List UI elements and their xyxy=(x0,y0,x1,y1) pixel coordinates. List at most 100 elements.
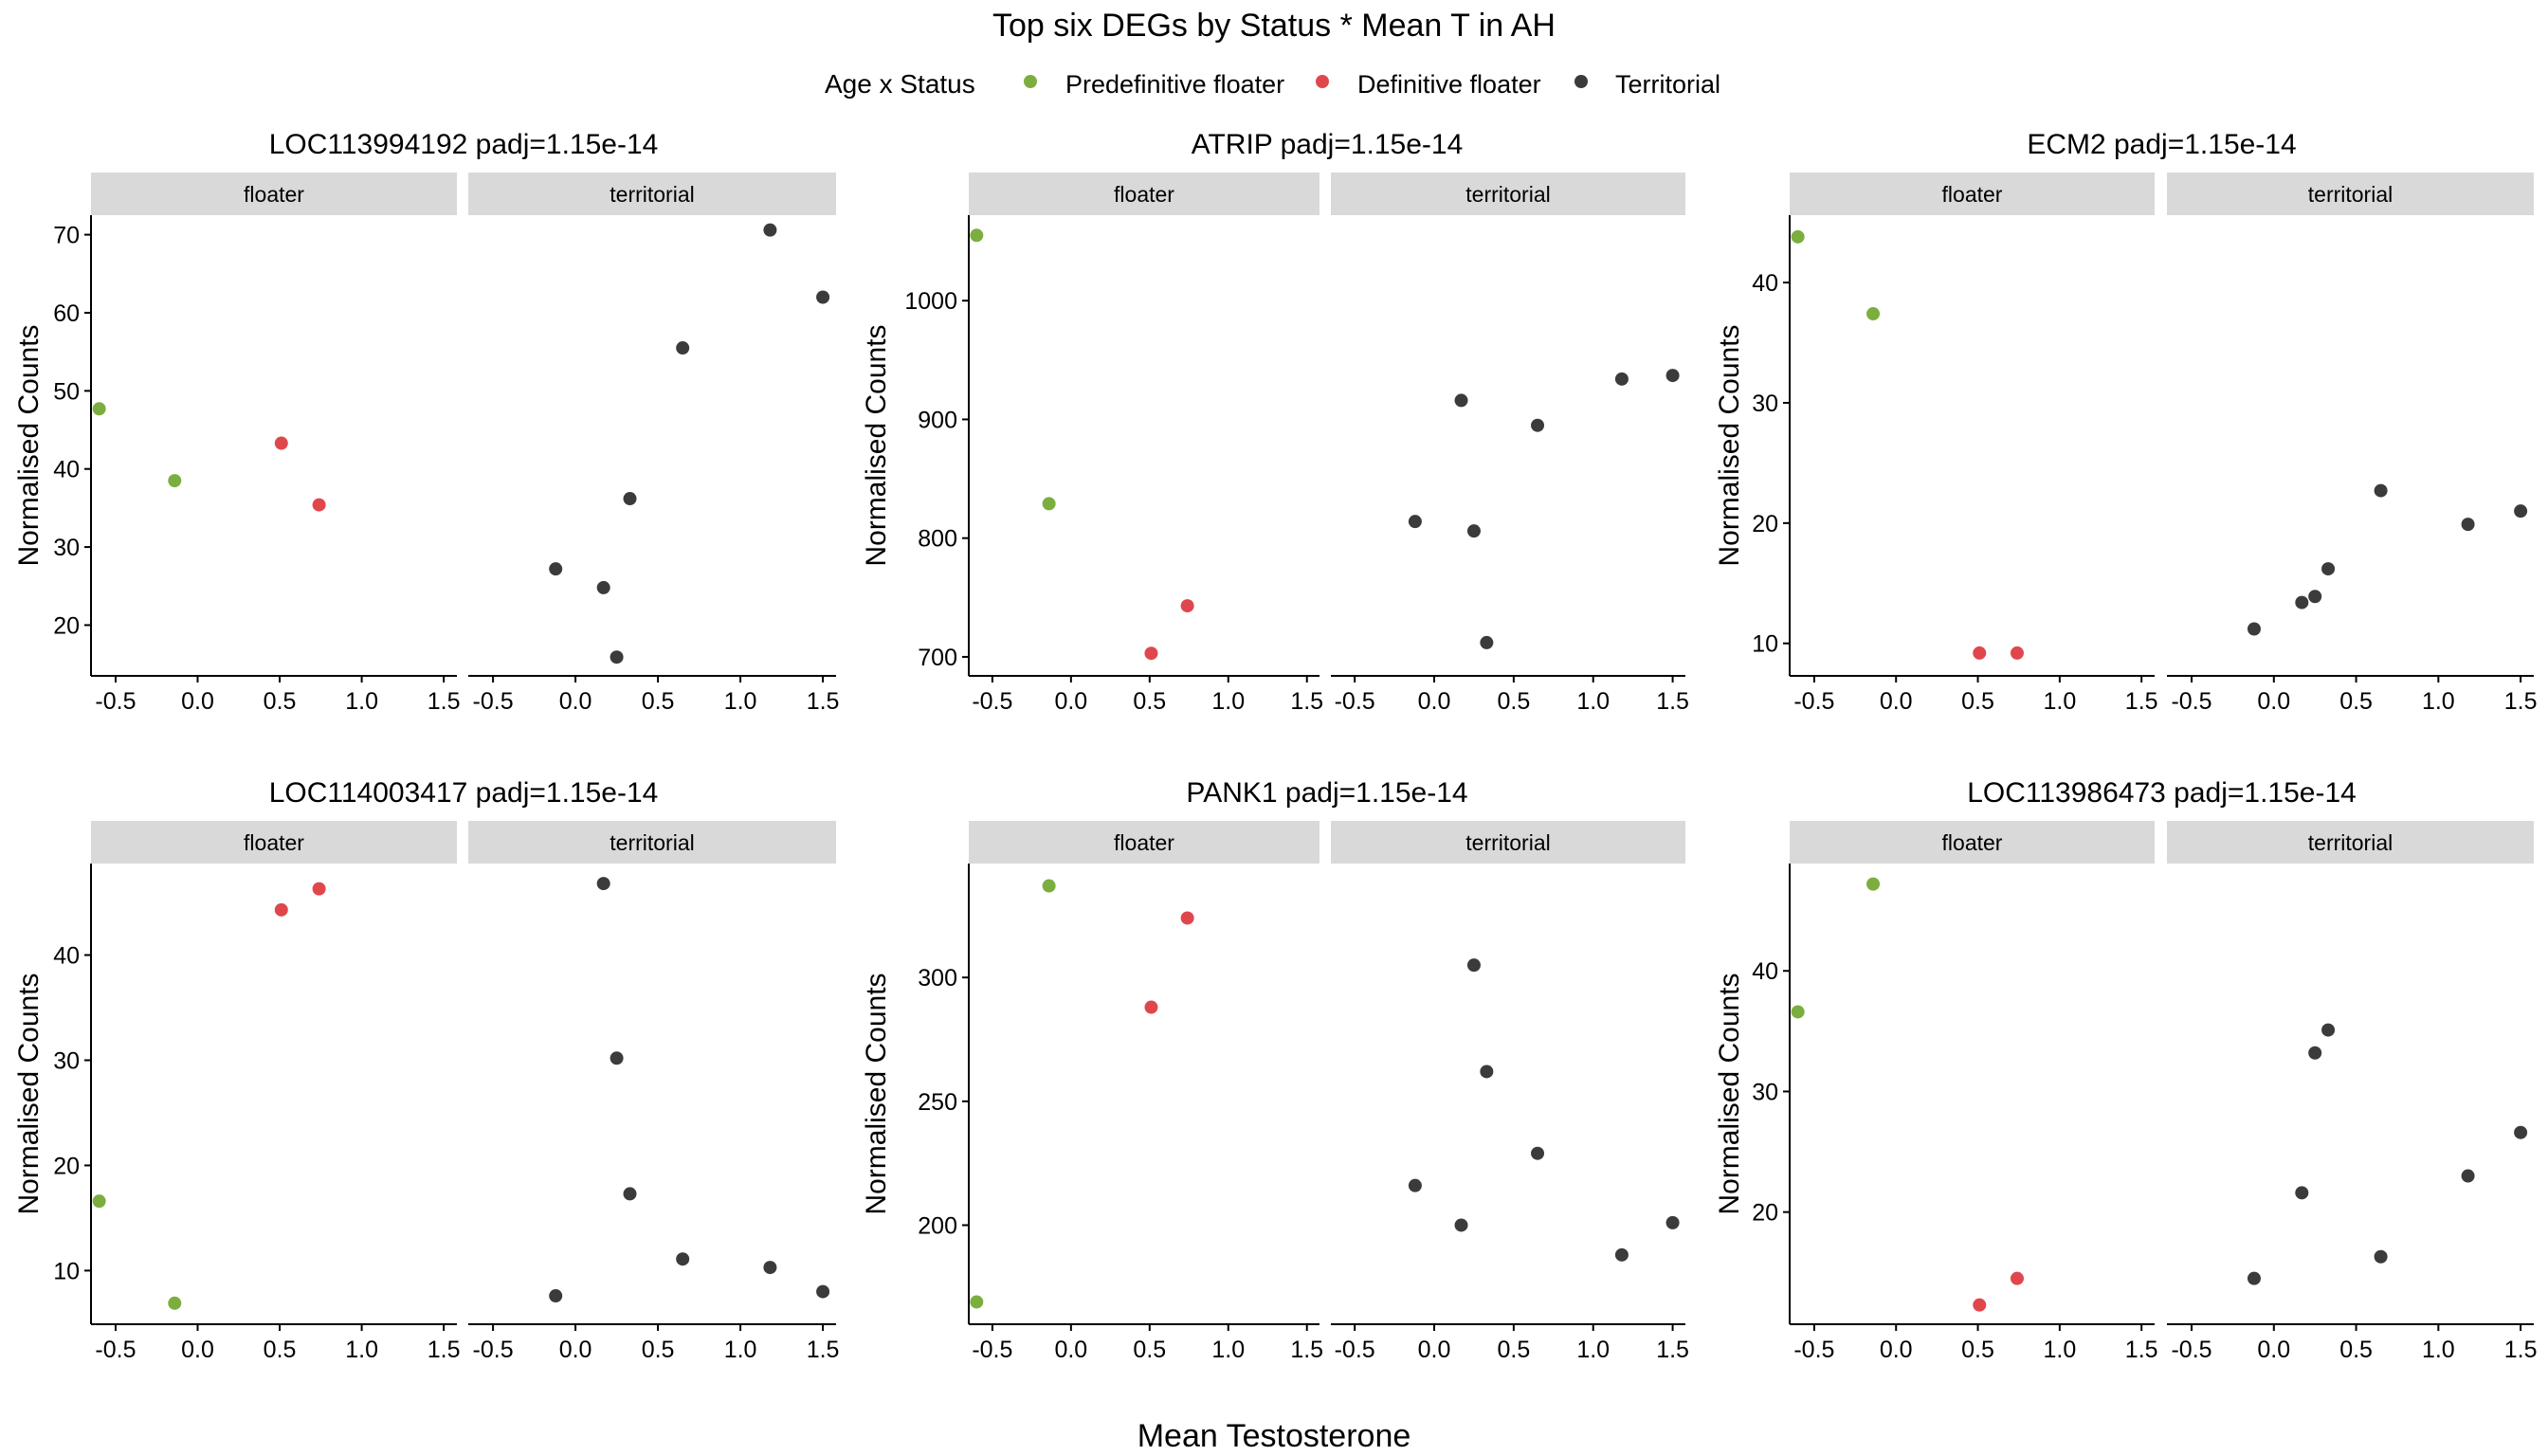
facet-strip-territorial xyxy=(468,821,836,864)
y-tick-label: 1000 xyxy=(904,288,957,315)
x-tick-label: 1.0 xyxy=(1576,1337,1610,1363)
data-point xyxy=(1180,599,1194,613)
x-tick-label: 0.0 xyxy=(1418,688,1451,715)
x-tick-label: -0.5 xyxy=(1335,688,1375,715)
panel-4: LOC114003417 padj=1.15e-14 Normalised Cou… xyxy=(13,777,839,1363)
data-point xyxy=(1042,879,1056,893)
data-point xyxy=(1614,1247,1629,1262)
facet-strip-label: territorial xyxy=(2308,182,2393,207)
x-tick-label: 1.0 xyxy=(345,688,378,715)
data-point xyxy=(676,1252,690,1266)
data-point xyxy=(2374,483,2388,498)
y-axis-title: Normalised Counts xyxy=(13,324,45,566)
x-tick-label: 1.5 xyxy=(2125,1337,2158,1363)
x-tick-label: 0.0 xyxy=(2257,1337,2290,1363)
x-tick-label: 0.5 xyxy=(1497,1337,1530,1363)
data-point xyxy=(623,1187,637,1201)
data-point xyxy=(763,223,777,237)
y-tick-label: 70 xyxy=(53,223,80,249)
y-tick-label: 30 xyxy=(53,535,80,561)
legend: Age x Status Predefinitive floater Defin… xyxy=(825,69,1720,99)
x-tick-label: 0.5 xyxy=(1961,688,1994,715)
data-point xyxy=(1791,229,1805,244)
panel-2: ATRIP padj=1.15e-14 Normalised Counts 700 8… xyxy=(861,129,1689,715)
y-tick-label: 700 xyxy=(918,645,957,671)
data-point xyxy=(2461,1169,2475,1183)
y-tick-label: 10 xyxy=(53,1258,80,1284)
x-tick-label: -0.5 xyxy=(473,688,514,715)
x-tick-label: 1.0 xyxy=(724,1337,757,1363)
data-point xyxy=(1866,877,1881,891)
y-tick-label: 40 xyxy=(1752,958,1778,985)
data-point xyxy=(2374,1249,2388,1264)
data-point xyxy=(1480,1065,1494,1079)
x-tick-label: -0.5 xyxy=(2171,1337,2211,1363)
x-tick-label: 0.5 xyxy=(2339,688,2373,715)
y-axis-title: Normalised Counts xyxy=(861,973,892,1214)
data-point xyxy=(816,1284,830,1299)
data-point xyxy=(2321,1023,2336,1037)
facet-strip-floater xyxy=(1790,821,2155,864)
data-point xyxy=(2295,595,2309,610)
x-tick-label: 0.5 xyxy=(264,688,297,715)
x-tick-label: 0.0 xyxy=(1418,1337,1451,1363)
y-tick-label: 40 xyxy=(53,943,80,970)
y-tick-label: 900 xyxy=(918,407,957,433)
data-point xyxy=(816,290,830,304)
y-axis-title: Normalised Counts xyxy=(1714,324,1745,566)
x-tick-label: 1.5 xyxy=(428,1337,461,1363)
data-point xyxy=(168,474,182,488)
x-tick-label: 1.0 xyxy=(345,1337,378,1363)
panel-title: PANK1 padj=1.15e-14 xyxy=(1186,777,1467,809)
data-point xyxy=(2010,1271,2024,1285)
data-point xyxy=(92,402,106,416)
data-point xyxy=(623,492,637,506)
x-tick-label: 1.5 xyxy=(1656,1337,1689,1363)
facet-strip-territorial xyxy=(1331,173,1685,215)
data-point xyxy=(1531,418,1545,432)
data-point xyxy=(970,228,984,243)
x-tick-label: 0.0 xyxy=(559,1337,592,1363)
data-point xyxy=(1466,524,1481,538)
data-point xyxy=(549,562,563,576)
facet-strip-label: territorial xyxy=(610,830,694,855)
panel-title: ECM2 padj=1.15e-14 xyxy=(2027,129,2296,160)
data-point xyxy=(1454,393,1468,408)
x-tick-label: 1.5 xyxy=(2125,688,2158,715)
x-tick-label: 1.0 xyxy=(2422,688,2455,715)
data-point xyxy=(610,1051,624,1065)
x-tick-label: 0.0 xyxy=(1880,1337,1913,1363)
x-tick-label: 0.5 xyxy=(1133,1337,1166,1363)
y-tick-label: 20 xyxy=(53,612,80,639)
facet-strip-floater xyxy=(91,173,457,215)
y-tick-label: 250 xyxy=(918,1089,957,1116)
y-tick-label: 20 xyxy=(1752,1200,1778,1227)
y-axis-title: Normalised Counts xyxy=(1714,973,1745,1214)
x-tick-label: -0.5 xyxy=(1793,1337,1834,1363)
y-tick-label: 60 xyxy=(53,300,80,327)
data-point xyxy=(2247,622,2261,636)
x-tick-label: 1.0 xyxy=(2043,688,2076,715)
facet-strip-territorial xyxy=(2167,173,2534,215)
data-point xyxy=(970,1295,984,1309)
panel-title: LOC113986473 padj=1.15e-14 xyxy=(1967,777,2357,809)
x-tick-label: 1.5 xyxy=(2504,688,2538,715)
x-tick-label: 1.0 xyxy=(724,688,757,715)
data-point xyxy=(2461,518,2475,532)
x-tick-label: 0.5 xyxy=(642,688,675,715)
x-tick-label: 0.5 xyxy=(2339,1337,2373,1363)
data-point xyxy=(1144,1000,1158,1014)
data-point xyxy=(1973,646,1987,660)
y-tick-label: 200 xyxy=(918,1212,957,1239)
data-point xyxy=(2308,1046,2322,1060)
x-tick-label: 1.0 xyxy=(1576,688,1610,715)
panel-title: LOC114003417 padj=1.15e-14 xyxy=(269,777,659,809)
x-tick-label: -0.5 xyxy=(95,688,136,715)
legend-title: Age x Status xyxy=(825,69,975,99)
data-point xyxy=(312,882,326,896)
facet-strip-floater xyxy=(969,173,1320,215)
facet-strip-label: territorial xyxy=(1465,830,1550,855)
data-point xyxy=(2247,1271,2261,1285)
data-point xyxy=(1614,372,1629,386)
